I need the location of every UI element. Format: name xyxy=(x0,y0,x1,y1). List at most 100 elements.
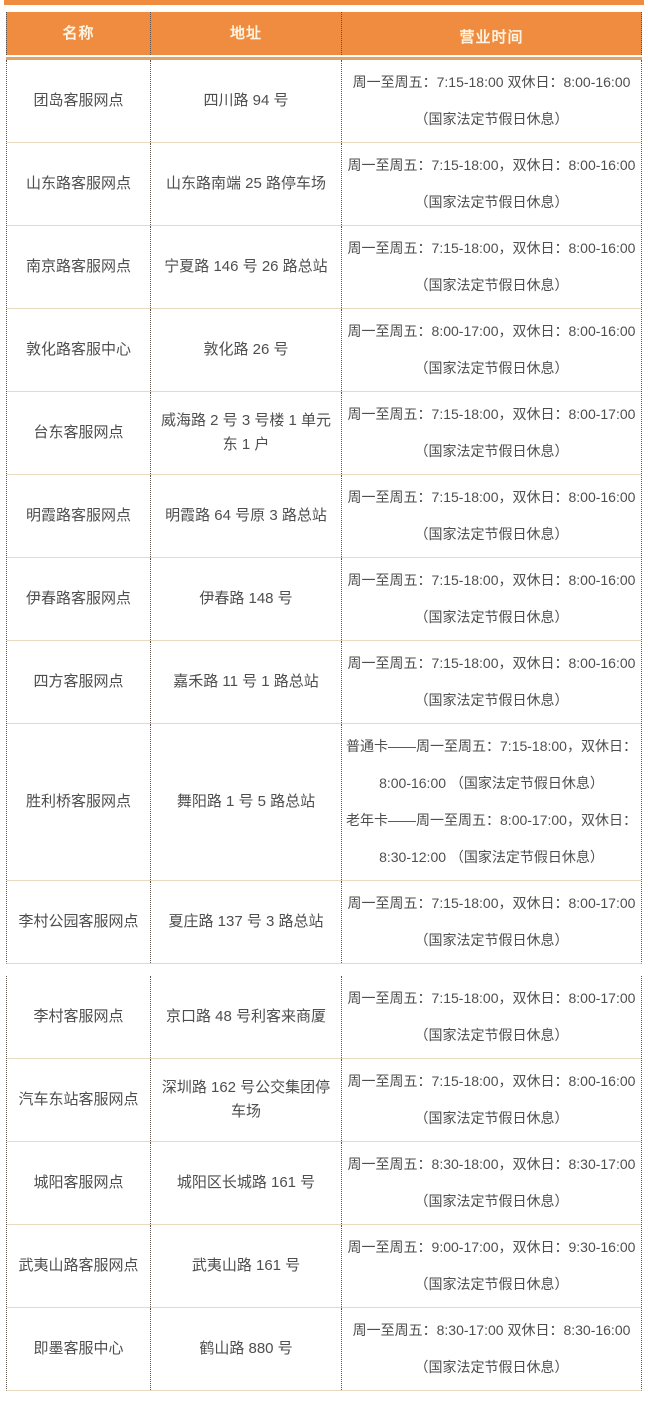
outlet-address: 武夷山路 161 号 xyxy=(150,1225,341,1307)
business-hours: 周一至周五：7:15-18:00，双休日：8:00-17:00 （国家法定节假日休… xyxy=(341,881,641,963)
hours-line: 周一至周五：7:15-18:00，双休日：8:00-16:00 xyxy=(347,489,636,505)
hours-line: 周一至周五：7:15-18:00 双休日：8:00-16:00 xyxy=(352,74,631,90)
outlet-address: 山东路南端 25 路停车场 xyxy=(150,143,341,225)
table-row: 山东路客服网点 山东路南端 25 路停车场 周一至周五：7:15-18:00，双休日… xyxy=(7,142,641,225)
hours-line: （国家法定节假日休息） xyxy=(414,932,569,948)
hours-line: 普通卡——周一至周五：7:15-18:00，双休日： xyxy=(346,738,637,754)
hours-line: （国家法定节假日休息） xyxy=(414,194,569,210)
hours-line: （国家法定节假日休息） xyxy=(414,1359,569,1375)
hours-line: 周一至周五：7:15-18:00，双休日：8:00-17:00 xyxy=(347,895,636,911)
outlet-name: 伊春路客服网点 xyxy=(25,590,131,607)
outlet-name: 明霞路客服网点 xyxy=(25,507,131,524)
outlet-name: 即墨客服中心 xyxy=(33,1340,124,1357)
outlet-name: 武夷山路客服网点 xyxy=(18,1257,139,1274)
business-hours: 周一至周五：8:00-17:00，双休日：8:00-16:00 （国家法定节假日休… xyxy=(341,309,641,391)
hours-line: 周一至周五：7:15-18:00，双休日：8:00-16:00 xyxy=(347,1073,636,1089)
hours-line: 周一至周五：7:15-18:00，双休日：8:00-16:00 xyxy=(347,157,636,173)
business-hours: 周一至周五：7:15-18:00，双休日：8:00-16:00 （国家法定节假日休… xyxy=(341,226,641,308)
header-underline xyxy=(6,57,642,60)
table-row: 四方客服网点 嘉禾路 11 号 1 路总站 周一至周五：7:15-18:00，双休日… xyxy=(7,640,641,723)
hours-line: 周一至周五：8:00-17:00，双休日：8:00-16:00 xyxy=(347,323,636,339)
outlet-name: 李村公园客服网点 xyxy=(18,913,139,930)
business-hours: 周一至周五：9:00-17:00，双休日：9:30-16:00 （国家法定节假日休… xyxy=(341,1225,641,1307)
hours-line: （国家法定节假日休息） xyxy=(414,360,569,376)
table-row: 城阳客服网点 城阳区长城路 161 号周一至周五：8:30-18:00，双休日：8… xyxy=(7,1141,641,1224)
outlet-address: 宁夏路 146 号 26 路总站 xyxy=(150,226,341,308)
business-hours: 周一至周五：7:15-18:00，双休日：8:00-16:00 （国家法定节假日休… xyxy=(341,558,641,640)
table-row: 武夷山路客服网点 武夷山路 161 号周一至周五：9:00-17:00，双休日：9… xyxy=(7,1224,641,1307)
outlet-address: 伊春路 148 号 xyxy=(150,558,341,640)
table-row: 即墨客服中心 鹤山路 880 号周一至周五：8:30-17:00 双休日：8:30… xyxy=(7,1307,641,1390)
table-row: 李村客服网点 京口路 48 号利客来商厦 周一至周五：7:15-18:00，双休日：… xyxy=(7,976,641,1058)
outlet-address: 鹤山路 880 号 xyxy=(150,1308,341,1390)
hours-line: （国家法定节假日休息） xyxy=(414,1193,569,1209)
hours-line: （国家法定节假日休息） xyxy=(414,1027,569,1043)
hours-line: 周一至周五：7:15-18:00，双休日：8:00-17:00 xyxy=(347,406,636,422)
hours-line: （国家法定节假日休息） xyxy=(414,1110,569,1126)
section-divider xyxy=(6,964,642,976)
hours-line: （国家法定节假日休息） xyxy=(414,111,569,127)
hours-line: （国家法定节假日休息） xyxy=(414,277,569,293)
outlet-name: 台东客服网点 xyxy=(33,424,124,441)
table-section-1: 团岛客服网点 四川路 94 号周一至周五：7:15-18:00 双休日：8:00-… xyxy=(6,60,642,964)
table-header-row: 名称 地址 营业时间 xyxy=(6,12,642,55)
table-row: 团岛客服网点 四川路 94 号周一至周五：7:15-18:00 双休日：8:00-… xyxy=(7,60,641,142)
column-header-hours: 营业时间 xyxy=(341,12,641,55)
outlet-address: 嘉禾路 11 号 1 路总站 xyxy=(150,641,341,723)
service-outlet-table: 名称 地址 营业时间 团岛客服网点 四川路 94 号周一至周五：7:15-18:0… xyxy=(6,12,642,1391)
outlet-address: 京口路 48 号利客来商厦 xyxy=(150,976,341,1058)
outlet-name: 团岛客服网点 xyxy=(33,92,124,109)
table-row: 台东客服网点 威海路 2 号 3 号楼 1 单元东 1 户周一至周五：7:15-1… xyxy=(7,391,641,474)
table-row: 南京路客服网点 宁夏路 146 号 26 路总站 周一至周五：7:15-18:00，… xyxy=(7,225,641,308)
hours-line: 8:30-12:00 （国家法定节假日休息） xyxy=(379,849,604,865)
hours-line: （国家法定节假日休息） xyxy=(414,1276,569,1292)
outlet-name: 四方客服网点 xyxy=(33,673,124,690)
outlet-address: 明霞路 64 号原 3 路总站 xyxy=(150,475,341,557)
table-row: 胜利桥客服网点 舞阳路 1 号 5 路总站 普通卡——周一至周五：7:15-18:0… xyxy=(7,723,641,880)
hours-line: （国家法定节假日休息） xyxy=(414,609,569,625)
table-row: 敦化路客服中心 敦化路 26 号周一至周五：8:00-17:00，双休日：8:00… xyxy=(7,308,641,391)
hours-line: （国家法定节假日休息） xyxy=(414,443,569,459)
outlet-address: 城阳区长城路 161 号 xyxy=(150,1142,341,1224)
column-header-address: 地址 xyxy=(150,12,341,55)
business-hours: 普通卡——周一至周五：7:15-18:00，双休日： 8:00-16:00 （国家… xyxy=(341,724,641,880)
outlet-address: 舞阳路 1 号 5 路总站 xyxy=(150,724,341,880)
hours-line: 周一至周五：7:15-18:00，双休日：8:00-16:00 xyxy=(347,240,636,256)
outlet-name: 敦化路客服中心 xyxy=(25,341,131,358)
business-hours: 周一至周五：8:30-18:00，双休日：8:30-17:00 （国家法定节假日休… xyxy=(341,1142,641,1224)
hours-line: 周一至周五：9:00-17:00，双休日：9:30-16:00 xyxy=(347,1239,636,1255)
business-hours: 周一至周五：8:30-17:00 双休日：8:30-16:00 （国家法定节假日休… xyxy=(341,1308,641,1390)
outlet-address: 敦化路 26 号 xyxy=(150,309,341,391)
table-row: 明霞路客服网点 明霞路 64 号原 3 路总站 周一至周五：7:15-18:00，双… xyxy=(7,474,641,557)
business-hours: 周一至周五：7:15-18:00，双休日：8:00-17:00 （国家法定节假日休… xyxy=(341,392,641,474)
outlet-name: 汽车东站客服网点 xyxy=(18,1091,139,1108)
hours-line: 8:00-16:00 （国家法定节假日休息） xyxy=(379,775,604,791)
business-hours: 周一至周五：7:15-18:00，双休日：8:00-16:00 （国家法定节假日休… xyxy=(341,641,641,723)
outlet-name: 山东路客服网点 xyxy=(25,175,131,192)
hours-line: 老年卡——周一至周五：8:00-17:00，双休日： xyxy=(346,812,637,828)
hours-line: （国家法定节假日休息） xyxy=(414,692,569,708)
table-row: 伊春路客服网点 伊春路 148 号周一至周五：7:15-18:00，双休日：8:0… xyxy=(7,557,641,640)
hours-line: （国家法定节假日休息） xyxy=(414,526,569,542)
top-accent-bar xyxy=(4,0,644,5)
business-hours: 周一至周五：7:15-18:00，双休日：8:00-17:00 （国家法定节假日休… xyxy=(341,976,641,1058)
table-row: 李村公园客服网点 夏庄路 137 号 3 路总站 周一至周五：7:15-18:00，… xyxy=(7,880,641,963)
hours-line: 周一至周五：8:30-17:00 双休日：8:30-16:00 xyxy=(352,1322,631,1338)
business-hours: 周一至周五：7:15-18:00，双休日：8:00-16:00 （国家法定节假日休… xyxy=(341,475,641,557)
hours-line: 周一至周五：7:15-18:00，双休日：8:00-17:00 xyxy=(347,990,636,1006)
hours-line: 周一至周五：8:30-18:00，双休日：8:30-17:00 xyxy=(347,1156,636,1172)
outlet-address: 夏庄路 137 号 3 路总站 xyxy=(150,881,341,963)
hours-line: 周一至周五：7:15-18:00，双休日：8:00-16:00 xyxy=(347,655,636,671)
column-header-name: 名称 xyxy=(62,25,95,42)
outlet-name: 城阳客服网点 xyxy=(33,1174,124,1191)
outlet-address: 深圳路 162 号公交集团停车场 xyxy=(150,1059,341,1141)
table-section-2: 李村客服网点 京口路 48 号利客来商厦 周一至周五：7:15-18:00，双休日：… xyxy=(6,976,642,1391)
business-hours: 周一至周五：7:15-18:00 双休日：8:00-16:00 （国家法定节假日休… xyxy=(341,60,641,142)
business-hours: 周一至周五：7:15-18:00，双休日：8:00-16:00 （国家法定节假日休… xyxy=(341,1059,641,1141)
outlet-name: 胜利桥客服网点 xyxy=(25,793,131,810)
outlet-name: 李村客服网点 xyxy=(33,1008,124,1025)
table-row: 汽车东站客服网点 深圳路 162 号公交集团停车场 周一至周五：7:15-18:00… xyxy=(7,1058,641,1141)
outlet-name: 南京路客服网点 xyxy=(25,258,131,275)
business-hours: 周一至周五：7:15-18:00，双休日：8:00-16:00 （国家法定节假日休… xyxy=(341,143,641,225)
